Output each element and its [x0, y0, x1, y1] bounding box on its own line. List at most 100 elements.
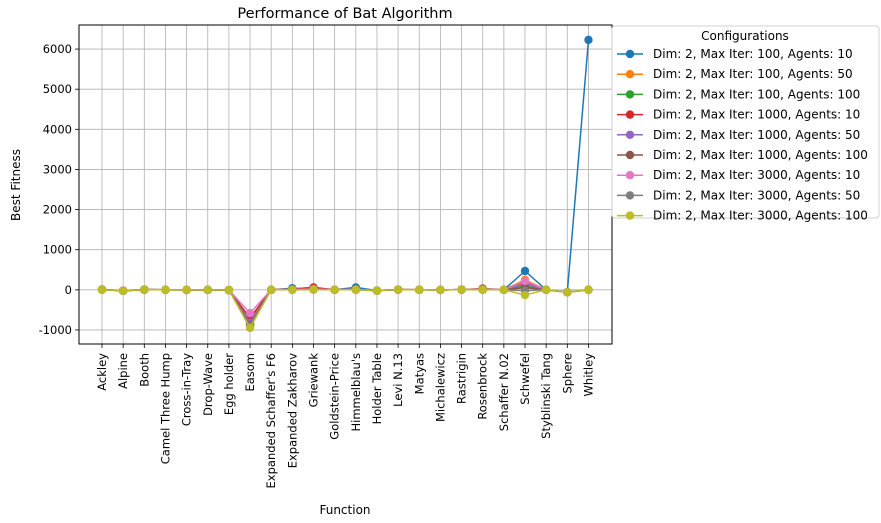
data-point — [584, 285, 593, 295]
y-tick-label: 3000 — [43, 162, 72, 176]
series-lines — [97, 35, 593, 333]
x-tick-label: Griewank — [307, 353, 321, 408]
x-tick-label: Holder Table — [370, 353, 384, 424]
y-tick-label: 1000 — [43, 243, 72, 257]
x-tick-label: Booth — [137, 353, 151, 387]
data-point — [309, 285, 318, 294]
x-tick-label: Easom — [243, 353, 257, 392]
series-line — [101, 288, 589, 329]
data-point — [393, 285, 403, 294]
data-point — [563, 288, 572, 297]
series-1 — [97, 35, 593, 325]
data-point — [161, 285, 170, 295]
legend-marker — [625, 130, 635, 139]
data-point — [584, 35, 593, 45]
legend-label: Dim: 2, Max Iter: 1000, Agents: 100 — [653, 148, 868, 162]
data-point — [351, 285, 360, 294]
legend-entry: Dim: 2, Max Iter: 3000, Agents: 10 — [617, 168, 860, 182]
series-line — [101, 288, 589, 327]
y-tick-label: 2000 — [43, 203, 72, 217]
legend: Configurations Dim: 2, Max Iter: 100, Ag… — [611, 25, 880, 223]
legend-marker — [625, 90, 635, 99]
data-point — [372, 286, 382, 295]
legend-marker — [625, 211, 635, 220]
legend-entry: Dim: 2, Max Iter: 1000, Agents: 50 — [617, 128, 860, 142]
legend-entry: Dim: 2, Max Iter: 100, Agents: 50 — [617, 67, 853, 81]
legend-label: Dim: 2, Max Iter: 3000, Agents: 50 — [653, 188, 860, 202]
plot-frame — [78, 24, 613, 345]
x-tick-label: Goldstein-Price — [328, 353, 342, 440]
data-point — [436, 285, 445, 295]
legend-label: Dim: 2, Max Iter: 1000, Agents: 50 — [653, 128, 860, 142]
x-axis: Ackley Alpine Booth Camel Three Hump Cross-i… — [95, 344, 595, 488]
data-point — [457, 285, 466, 294]
y-tick-label: 6000 — [43, 42, 72, 56]
x-tick-label: Ackley — [95, 353, 109, 391]
data-point — [499, 285, 509, 295]
legend-entry: Dim: 2, Max Iter: 3000, Agents: 50 — [617, 188, 860, 202]
x-tick-label: Styblinski Tang — [539, 353, 553, 439]
x-tick-label: Expanded Zakharov — [285, 353, 299, 468]
data-point — [245, 308, 255, 318]
y-tick-label: 0 — [65, 283, 72, 297]
legend-label: Dim: 2, Max Iter: 3000, Agents: 100 — [653, 209, 868, 223]
data-point — [520, 266, 530, 276]
x-axis-label: Function — [319, 503, 370, 517]
y-tick-label: 5000 — [43, 82, 72, 96]
data-point — [288, 285, 297, 294]
series-9 — [97, 285, 593, 333]
x-tick-label: Rastrigin — [455, 353, 469, 404]
data-point — [245, 323, 255, 333]
data-point — [478, 285, 487, 294]
x-tick-label: Drop-Wave — [201, 353, 215, 416]
x-tick-label: Expanded Schaffer's F6 — [264, 353, 278, 488]
series-line — [101, 39, 590, 321]
x-tick-label: Camel Three Hump — [158, 353, 172, 464]
x-tick-label: Michalewicz — [433, 353, 447, 422]
legend-label: Dim: 2, Max Iter: 100, Agents: 50 — [653, 67, 853, 81]
legend-marker — [625, 171, 635, 180]
data-point — [118, 286, 128, 296]
data-point — [140, 285, 149, 294]
legend-marker — [625, 191, 635, 200]
x-tick-label: Sphere — [560, 353, 574, 394]
legend-entry: Dim: 2, Max Iter: 100, Agents: 100 — [617, 87, 860, 101]
data-point — [182, 285, 191, 295]
x-tick-label: Schaffer N.02 — [497, 353, 511, 431]
x-tick-label: Rosenbrock — [476, 353, 490, 420]
data-point — [224, 285, 234, 295]
data-point — [267, 285, 276, 295]
grid — [79, 25, 612, 344]
x-tick-label: Whitley — [581, 353, 595, 397]
data-point — [330, 285, 339, 295]
legend-label: Dim: 2, Max Iter: 3000, Agents: 10 — [653, 168, 860, 182]
chart-title: Performance of Bat Algorithm — [237, 6, 452, 22]
legend-label: Dim: 2, Max Iter: 1000, Agents: 10 — [653, 108, 860, 122]
legend-entry: Dim: 2, Max Iter: 1000, Agents: 100 — [617, 148, 868, 162]
y-axis: -1000 0 1000 2000 3000 4000 5000 6000 — [39, 42, 79, 337]
x-tick-label: Alpine — [116, 353, 130, 389]
legend-marker — [625, 49, 635, 59]
data-point — [97, 285, 107, 294]
x-tick-label: Matyas — [412, 353, 426, 394]
legend-title: Configurations — [701, 29, 789, 43]
legend-marker — [625, 70, 635, 79]
data-point — [541, 285, 551, 295]
y-tick-label: -1000 — [39, 323, 72, 337]
legend-marker — [625, 110, 635, 119]
x-tick-label: Levi N.13 — [391, 353, 405, 407]
legend-frame — [611, 25, 880, 219]
x-tick-label: Cross-in-Tray — [180, 353, 194, 426]
legend-label: Dim: 2, Max Iter: 100, Agents: 10 — [653, 47, 853, 61]
x-tick-label: Egg holder — [222, 353, 236, 415]
x-tick-label: Himmelblau's — [349, 353, 363, 432]
legend-label: Dim: 2, Max Iter: 100, Agents: 100 — [653, 87, 860, 101]
legend-marker — [625, 150, 635, 160]
legend-entry: Dim: 2, Max Iter: 3000, Agents: 100 — [617, 209, 868, 223]
data-point — [203, 285, 212, 295]
data-point — [415, 285, 424, 295]
y-tick-label: 4000 — [43, 122, 72, 136]
series-line — [101, 285, 589, 325]
legend-entry: Dim: 2, Max Iter: 1000, Agents: 10 — [617, 108, 860, 122]
